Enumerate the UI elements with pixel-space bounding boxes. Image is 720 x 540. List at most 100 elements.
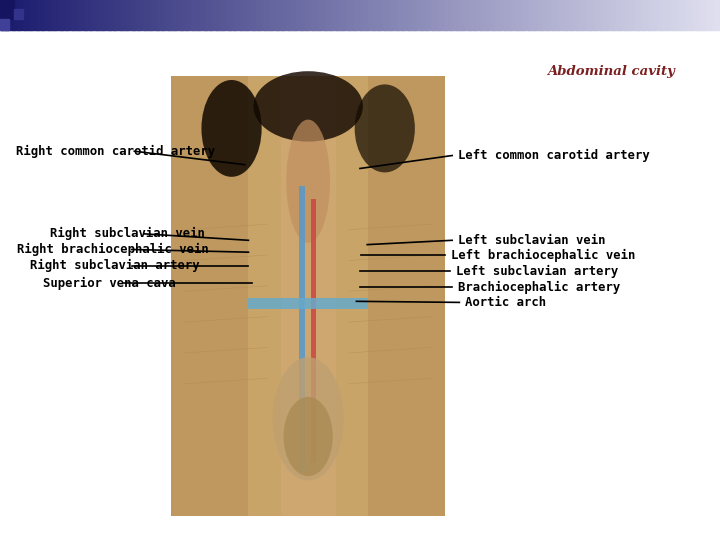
Bar: [324, 0, 327, 30]
Bar: [351, 0, 354, 30]
Bar: [506, 0, 510, 30]
Bar: [614, 0, 618, 30]
Bar: [269, 0, 272, 30]
Bar: [113, 0, 116, 30]
Bar: [12, 0, 15, 30]
Bar: [648, 0, 651, 30]
Bar: [238, 0, 240, 30]
Bar: [569, 0, 572, 30]
Bar: [425, 0, 428, 30]
Ellipse shape: [284, 397, 333, 476]
Bar: [612, 0, 615, 30]
Bar: [398, 0, 402, 30]
Bar: [449, 0, 452, 30]
Bar: [660, 0, 663, 30]
Bar: [223, 0, 226, 30]
Ellipse shape: [355, 84, 415, 172]
Bar: [418, 0, 420, 30]
Bar: [290, 0, 294, 30]
Bar: [708, 0, 711, 30]
Bar: [521, 0, 524, 30]
Bar: [437, 0, 440, 30]
Bar: [554, 0, 557, 30]
Bar: [578, 0, 582, 30]
Bar: [338, 0, 341, 30]
Bar: [264, 0, 267, 30]
Bar: [331, 0, 334, 30]
Bar: [135, 0, 138, 30]
Bar: [610, 0, 613, 30]
Bar: [369, 0, 373, 30]
Bar: [336, 0, 339, 30]
Text: Right subclavian vein: Right subclavian vein: [50, 227, 205, 240]
Bar: [101, 0, 104, 30]
Bar: [81, 0, 85, 30]
Bar: [261, 0, 265, 30]
Bar: [715, 0, 719, 30]
Bar: [367, 0, 370, 30]
Bar: [559, 0, 562, 30]
Bar: [574, 0, 577, 30]
Bar: [670, 0, 672, 30]
Bar: [475, 0, 478, 30]
Bar: [254, 0, 258, 30]
Bar: [77, 0, 80, 30]
Bar: [207, 0, 210, 30]
Bar: [67, 0, 71, 30]
Bar: [204, 0, 207, 30]
Text: Left common carotid artery: Left common carotid artery: [458, 149, 649, 162]
Bar: [103, 0, 107, 30]
Bar: [299, 186, 305, 472]
Bar: [581, 0, 584, 30]
Bar: [499, 0, 503, 30]
Bar: [17, 0, 20, 30]
Bar: [132, 0, 135, 30]
Bar: [192, 0, 195, 30]
Bar: [319, 0, 323, 30]
Bar: [567, 0, 570, 30]
Bar: [703, 0, 706, 30]
Bar: [22, 0, 24, 30]
Bar: [420, 0, 423, 30]
Bar: [459, 0, 462, 30]
Bar: [535, 0, 539, 30]
Bar: [490, 0, 492, 30]
Bar: [516, 0, 519, 30]
Bar: [58, 0, 60, 30]
Bar: [117, 0, 121, 30]
Bar: [598, 0, 600, 30]
Bar: [343, 0, 346, 30]
Text: Brachiocephalic artery: Brachiocephalic artery: [458, 281, 620, 294]
Bar: [89, 0, 92, 30]
Text: Right brachiocephalic vein: Right brachiocephalic vein: [17, 243, 209, 256]
Bar: [698, 0, 701, 30]
Bar: [473, 0, 476, 30]
Bar: [84, 0, 87, 30]
Bar: [379, 0, 382, 30]
Ellipse shape: [273, 357, 343, 481]
Bar: [487, 0, 490, 30]
Bar: [216, 0, 219, 30]
Bar: [168, 0, 171, 30]
Bar: [163, 0, 166, 30]
Bar: [667, 0, 670, 30]
Bar: [9, 0, 13, 30]
Bar: [401, 0, 404, 30]
Bar: [482, 0, 485, 30]
Bar: [470, 0, 474, 30]
Bar: [545, 0, 548, 30]
Bar: [279, 0, 282, 30]
Bar: [252, 0, 255, 30]
Bar: [665, 0, 668, 30]
Bar: [682, 0, 685, 30]
Bar: [130, 0, 132, 30]
Bar: [144, 0, 147, 30]
Bar: [158, 0, 161, 30]
Text: Left brachiocephalic vein: Left brachiocephalic vein: [451, 249, 635, 262]
Bar: [137, 0, 140, 30]
Bar: [372, 0, 375, 30]
Bar: [94, 0, 96, 30]
Bar: [540, 0, 543, 30]
Bar: [526, 0, 528, 30]
Bar: [274, 0, 276, 30]
